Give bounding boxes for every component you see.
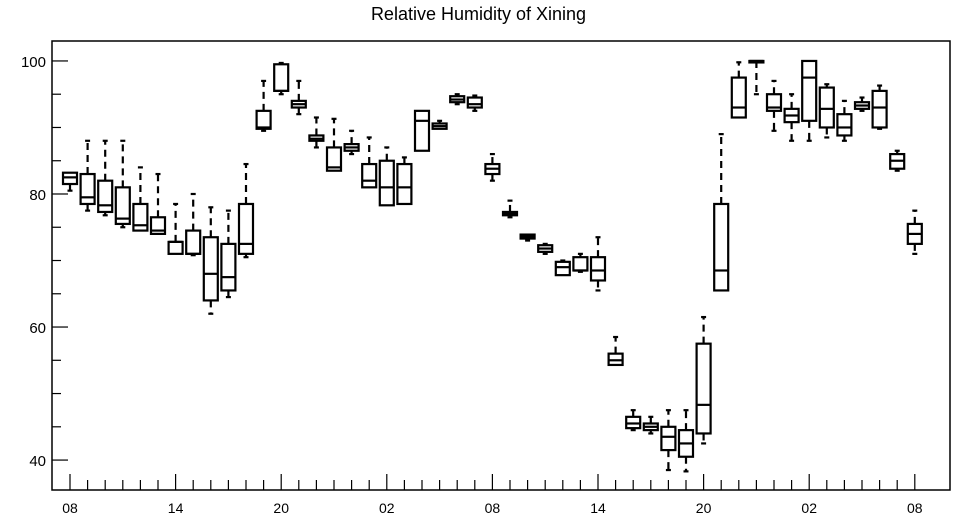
x-tick-label: 08 [62, 500, 78, 516]
box-item [449, 93, 466, 106]
box-rect [836, 113, 853, 137]
box-item [836, 99, 853, 142]
box-rect [871, 89, 888, 129]
box-rect [79, 172, 96, 206]
box-item [572, 252, 589, 273]
box-item [695, 315, 712, 445]
box-item [378, 146, 395, 207]
box-item [97, 139, 114, 217]
box-item [343, 129, 360, 156]
box-item [361, 136, 378, 189]
y-tick-label: 80 [29, 187, 46, 204]
box-rect [132, 202, 149, 232]
box-rect [396, 162, 413, 206]
x-tick-label: 14 [168, 500, 184, 516]
box-rect [466, 96, 483, 109]
y-tick-label: 40 [29, 453, 46, 470]
box-item [396, 156, 413, 206]
box-item [713, 133, 730, 292]
box-rect [361, 162, 378, 189]
box-item [642, 415, 659, 435]
box-item [677, 409, 695, 473]
box-rect [589, 256, 607, 282]
box-rect [660, 425, 677, 452]
box-rect [713, 202, 730, 292]
box-rect [413, 109, 431, 152]
box-item [132, 166, 149, 232]
box-rect [220, 242, 237, 292]
box-item [185, 192, 202, 257]
box-rect [202, 236, 219, 302]
box-rect [801, 59, 818, 122]
box-item [501, 199, 519, 219]
boxes-group [61, 59, 923, 473]
box-item [61, 171, 79, 192]
box-rect [97, 179, 114, 214]
box-item [801, 59, 818, 142]
box-item [167, 202, 184, 255]
box-rect [167, 240, 184, 255]
box-rect [237, 202, 255, 255]
box-item [290, 79, 307, 116]
box-rect [554, 260, 571, 277]
y-tick-label: 60 [29, 320, 46, 337]
box-item [554, 259, 571, 277]
box-item [537, 242, 554, 255]
box-item [237, 162, 255, 259]
box-item [906, 209, 923, 255]
box-item [871, 84, 888, 130]
box-rect [730, 76, 747, 119]
box-item [220, 209, 237, 299]
box-item [202, 206, 219, 315]
x-tick-label: 20 [696, 500, 712, 516]
box-rect [818, 86, 835, 129]
plot-frame [51, 40, 951, 491]
box-item [466, 94, 483, 112]
box-rect [572, 256, 589, 272]
box-item [308, 116, 325, 149]
box-item [748, 59, 765, 96]
box-item [607, 335, 624, 367]
box-item [114, 139, 131, 229]
box-rect [185, 229, 202, 255]
box-item [255, 79, 272, 132]
box-item [79, 139, 96, 212]
box-rect [378, 159, 395, 207]
x-tick-label: 14 [590, 500, 606, 516]
box-item [413, 109, 431, 152]
box-item [660, 409, 677, 472]
box-rect [695, 342, 712, 435]
box-rect [114, 186, 131, 226]
chart-title: Relative Humidity of Xining [370, 4, 587, 24]
box-rect [325, 146, 343, 172]
box-item [519, 233, 536, 242]
x-tick-label: 02 [801, 500, 817, 516]
box-item [325, 117, 343, 172]
y-axis: 40 60 80 100 [21, 54, 68, 470]
box-item [431, 119, 448, 130]
y-tick-label: 100 [21, 54, 46, 71]
box-rect [273, 63, 290, 92]
box-item [853, 96, 871, 112]
x-axis: 08 14 20 02 08 14 20 02 08 [62, 474, 923, 516]
box-item [625, 409, 642, 432]
x-tick-label: 08 [485, 500, 501, 516]
box-item [818, 83, 835, 139]
box-item [273, 61, 290, 96]
box-item [783, 93, 800, 142]
box-rect [255, 109, 272, 130]
x-tick-label: 08 [907, 500, 923, 516]
box-item [889, 149, 906, 172]
box-item [765, 79, 783, 132]
box-item [730, 61, 747, 119]
box-item [484, 152, 501, 182]
box-item [589, 236, 607, 292]
x-tick-label: 02 [379, 500, 395, 516]
x-tick-label: 20 [273, 500, 289, 516]
box-item [149, 172, 167, 236]
